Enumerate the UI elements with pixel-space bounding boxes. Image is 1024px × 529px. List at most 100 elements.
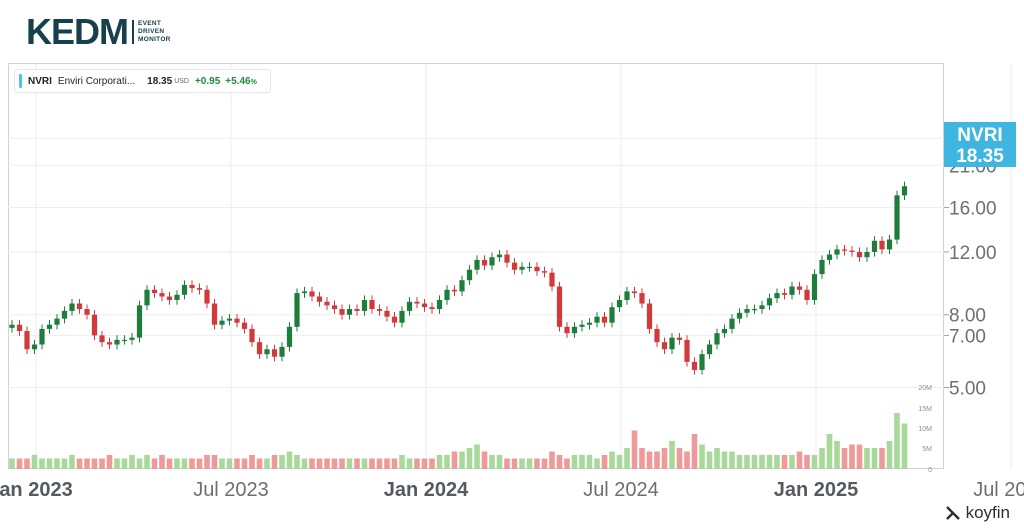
candle-body xyxy=(459,280,465,292)
volume-bar xyxy=(826,434,833,469)
volume-bar xyxy=(706,451,713,469)
candle-body xyxy=(234,318,240,323)
volume-bar xyxy=(459,451,465,469)
candle-body xyxy=(894,195,900,240)
volume-bar xyxy=(744,455,750,469)
candle-body xyxy=(76,303,83,310)
candle-body xyxy=(624,291,630,300)
volume-bar xyxy=(31,455,38,469)
candle-body xyxy=(159,293,165,297)
candle-body xyxy=(24,331,30,350)
candle-body xyxy=(429,307,435,310)
candle-body xyxy=(759,305,765,310)
candle-body xyxy=(706,344,713,355)
volume-bar xyxy=(564,458,570,469)
volume-bar xyxy=(429,458,435,469)
volume-bar xyxy=(661,448,668,469)
volume-bar xyxy=(204,455,210,469)
volume-bar xyxy=(841,448,848,469)
candle-body xyxy=(826,254,833,260)
candle-body xyxy=(391,316,398,323)
volume-bar xyxy=(676,448,683,469)
candle-body xyxy=(789,286,795,295)
candle-body xyxy=(496,254,503,258)
candle-body xyxy=(129,337,135,340)
volume-bar xyxy=(684,451,690,469)
candle-body xyxy=(654,328,660,343)
volume-bar xyxy=(144,455,150,469)
volume-bar xyxy=(601,455,608,469)
volume-bar xyxy=(309,458,315,469)
volume-bar xyxy=(376,458,383,469)
legend-pct-sign: % xyxy=(250,78,257,86)
volume-bar xyxy=(129,455,135,469)
volume-bar xyxy=(331,458,338,469)
logo-sub-line: MONITOR xyxy=(138,36,171,43)
candle-body xyxy=(436,299,443,310)
volume-bar xyxy=(24,458,30,469)
volume-tick-label: 0 xyxy=(928,467,932,474)
legend-change: +0.95 xyxy=(194,75,221,87)
candle-body xyxy=(729,318,735,329)
volume-bar xyxy=(624,448,630,469)
candle-body xyxy=(849,250,855,252)
candle-body xyxy=(241,322,248,329)
candle-body xyxy=(526,266,533,269)
candle-body xyxy=(781,293,788,295)
kedm-logo: KEDM EVENT DRIVEN MONITOR xyxy=(26,14,171,50)
chart-legend[interactable]: NVRI Enviri Corporati... 18.35 USD +0.95… xyxy=(14,69,271,93)
candle-body xyxy=(616,299,623,308)
volume-bar xyxy=(219,458,225,469)
volume-bar xyxy=(211,455,218,469)
candle-body xyxy=(279,346,285,357)
candle-body xyxy=(294,293,300,327)
candle-body xyxy=(346,309,353,315)
candle-body xyxy=(61,310,68,319)
candle-body xyxy=(661,342,668,350)
candle-body xyxy=(504,254,510,263)
volume-tick-label: 5M xyxy=(922,446,932,453)
candle-body xyxy=(511,262,518,270)
volume-bar xyxy=(796,451,803,469)
volume-bar xyxy=(526,458,533,469)
volume-bar xyxy=(294,455,300,469)
volume-bar xyxy=(421,458,428,469)
volume-bar xyxy=(781,455,788,469)
candle-body xyxy=(774,293,780,299)
legend-price: 18.35 xyxy=(147,75,173,87)
volume-bar xyxy=(159,455,165,469)
x-tick-label: Jul 2023 xyxy=(193,479,269,501)
candle-body xyxy=(564,326,570,334)
candle-body xyxy=(639,293,645,304)
candle-body xyxy=(286,326,293,347)
candle-body xyxy=(189,284,195,289)
candle-body xyxy=(151,289,158,294)
volume-bar xyxy=(234,458,240,469)
candle-body xyxy=(856,251,863,258)
candle-body xyxy=(556,286,563,327)
volume-bar xyxy=(196,458,203,469)
x-tick-label: Jul 2025 xyxy=(973,479,1024,501)
candle-body xyxy=(204,289,210,304)
price-tag-ticker: NVRI xyxy=(957,125,1002,146)
volume-bar xyxy=(519,458,525,469)
volume-bar xyxy=(316,458,323,469)
volume-bar xyxy=(264,458,270,469)
candle-body xyxy=(9,324,15,328)
volume-bar xyxy=(474,444,480,469)
x-tick-label: Jan 2025 xyxy=(774,479,859,501)
candle-body xyxy=(91,314,98,336)
candle-body xyxy=(106,342,113,345)
candle-body xyxy=(714,333,720,345)
candle-body xyxy=(339,309,345,315)
candle-body xyxy=(271,349,278,357)
candle-body xyxy=(16,324,23,332)
candle-body xyxy=(571,326,578,334)
volume-bar xyxy=(699,444,705,469)
volume-bar xyxy=(646,451,653,469)
volume-bar xyxy=(504,458,510,469)
y-tick-label: 7.00 xyxy=(949,326,986,347)
candle-body xyxy=(84,309,90,315)
y-tick-label: 12.00 xyxy=(949,243,997,264)
